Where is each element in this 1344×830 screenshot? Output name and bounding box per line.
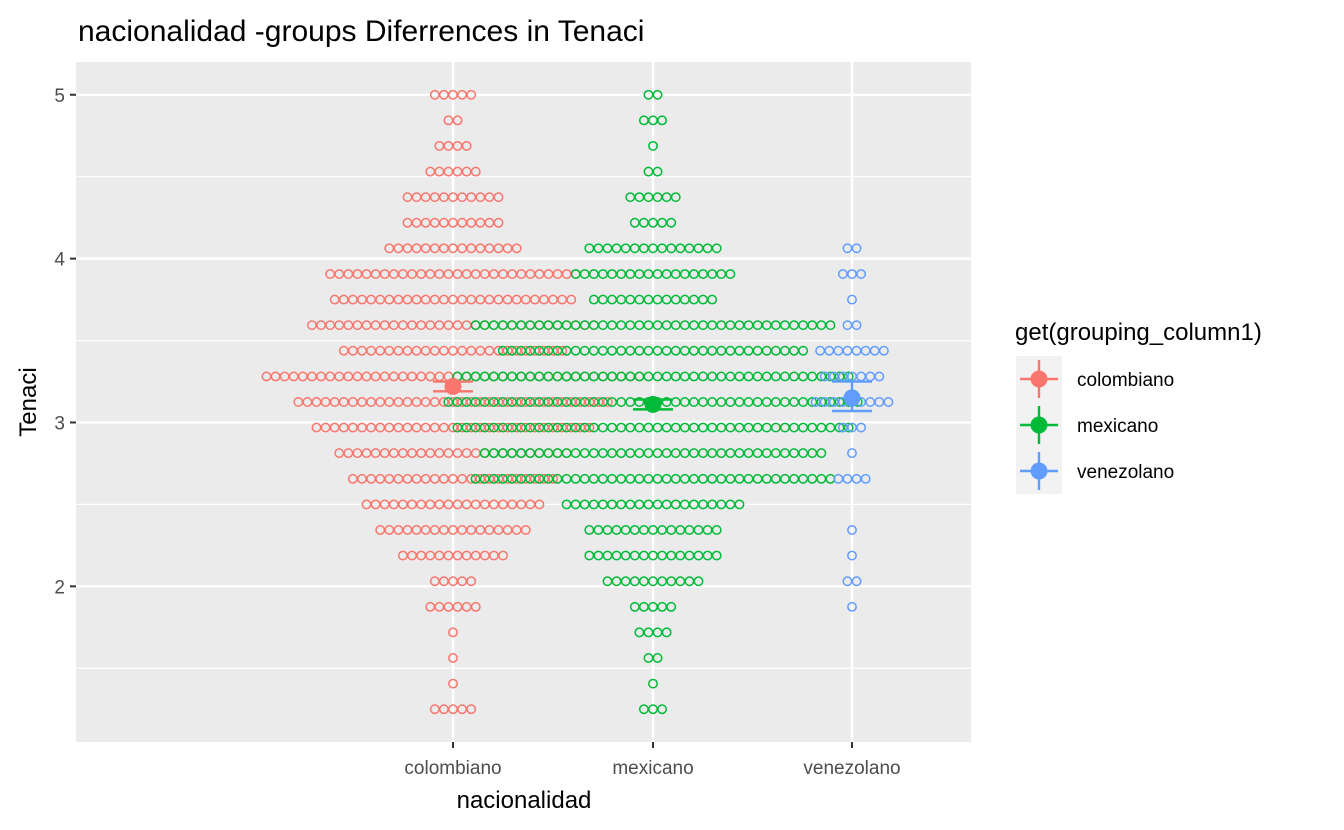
dot-venezolano — [847, 448, 857, 459]
chart-title: nacionalidad -groups Diferrences in Tena… — [78, 15, 644, 48]
dot-venezolano — [883, 397, 894, 407]
x-tick-label: colombiano — [404, 758, 501, 779]
legend-key-point — [1030, 370, 1048, 388]
dot-mexicano — [670, 192, 681, 203]
dot-colombiano — [461, 140, 472, 151]
dot-mexicano — [666, 217, 677, 228]
legend-label-venezolano: venezolano — [1077, 462, 1174, 483]
minor-gridlines — [76, 176, 971, 669]
legend-key-point — [1030, 416, 1048, 434]
dot-colombiano — [466, 576, 477, 587]
data-dots — [261, 89, 894, 715]
mean-point-venezolano — [843, 389, 861, 407]
y-axis-title: Tenaci — [15, 367, 42, 436]
dot-venezolano — [847, 601, 857, 612]
dot-mexicano — [652, 89, 663, 100]
y-axis: 2 3 4 5 — [54, 86, 76, 598]
dot-colombiano — [548, 473, 559, 484]
dot-mexicano — [657, 704, 668, 715]
dot-colombiano — [466, 89, 477, 100]
y-tick-label: 2 — [54, 577, 65, 598]
dot-venezolano — [851, 243, 862, 254]
dot-mexicano — [843, 422, 854, 433]
dot-mexicano — [711, 243, 722, 254]
dot-colombiano — [470, 601, 481, 612]
dot-venezolano — [878, 345, 889, 356]
y-tick-label: 4 — [54, 250, 65, 271]
dot-mexicano — [711, 550, 722, 561]
dot-venezolano — [847, 550, 857, 561]
legend-label-colombiano: colombiano — [1077, 370, 1174, 391]
legend-title: get(grouping_column1) — [1015, 319, 1262, 346]
dot-mexicano — [816, 448, 827, 459]
legend-key-point — [1030, 462, 1048, 480]
dot-colombiano — [452, 115, 463, 126]
dot-colombiano — [493, 217, 504, 228]
legend-label-mexicano: mexicano — [1077, 416, 1158, 437]
dot-mexicano — [657, 115, 668, 126]
dot-mexicano — [648, 140, 658, 151]
dot-colombiano — [448, 627, 458, 638]
dot-colombiano — [493, 192, 504, 203]
dot-mexicano — [652, 652, 663, 663]
dot-colombiano — [448, 652, 458, 663]
panel-background — [76, 62, 971, 742]
mean-point-mexicano — [644, 395, 662, 413]
dot-mexicano — [725, 269, 736, 279]
legend: get(grouping_column1) colombiano mexicano… — [1015, 319, 1262, 494]
dot-colombiano — [498, 550, 508, 561]
dot-colombiano — [557, 345, 568, 356]
x-tick-label: mexicano — [612, 758, 693, 779]
dot-mexicano — [707, 294, 718, 305]
y-tick-label: 5 — [54, 86, 65, 107]
dot-colombiano — [448, 678, 458, 689]
dot-mexicano — [798, 345, 809, 356]
mean-point-colombiano — [444, 377, 462, 395]
mean-errorbars — [433, 377, 872, 413]
dot-colombiano — [511, 243, 522, 254]
x-axis: colombiano mexicano venezolano — [404, 742, 901, 779]
dot-venezolano — [847, 294, 857, 305]
dot-mexicano — [734, 499, 745, 510]
legend-keys: colombiano mexicano venezolano — [1016, 356, 1174, 494]
dot-colombiano — [466, 704, 477, 715]
dot-venezolano — [851, 576, 862, 587]
dot-mexicano — [666, 601, 677, 612]
dot-mexicano — [825, 320, 836, 331]
dot-mexicano — [652, 166, 663, 177]
dot-venezolano — [860, 473, 871, 484]
dot-mexicano — [661, 627, 672, 638]
y-tick-label: 3 — [54, 413, 65, 434]
dot-colombiano — [534, 499, 545, 510]
dot-venezolano — [847, 525, 857, 535]
dot-venezolano — [856, 269, 867, 279]
x-axis-title: nacionalidad — [457, 787, 592, 814]
dot-venezolano — [851, 320, 862, 331]
dot-mexicano — [693, 576, 704, 587]
x-tick-label: venezolano — [803, 758, 900, 779]
dot-colombiano — [470, 166, 481, 177]
dot-venezolano — [874, 371, 885, 382]
plot-panel — [76, 62, 971, 742]
dot-colombiano — [566, 294, 577, 305]
dot-mexicano — [648, 678, 658, 689]
dot-colombiano — [520, 525, 531, 535]
dot-mexicano — [711, 525, 722, 535]
dot-colombiano — [602, 397, 613, 407]
dot-venezolano — [856, 422, 867, 433]
dot-colombiano — [584, 422, 595, 433]
